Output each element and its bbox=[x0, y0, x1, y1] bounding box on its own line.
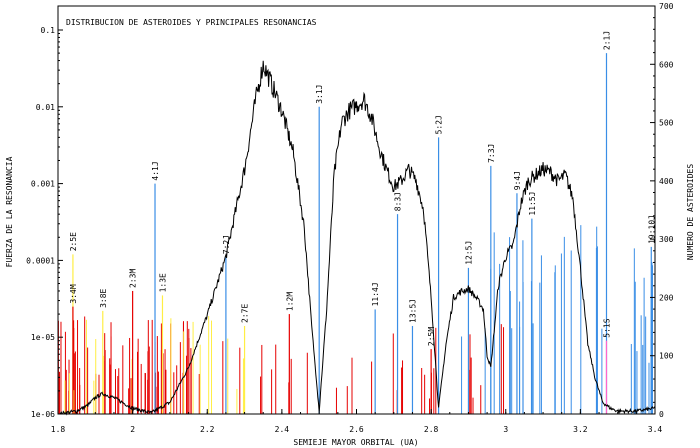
resonance-label: 2:5E bbox=[69, 232, 78, 251]
resonance-label: 7:3J bbox=[487, 144, 496, 163]
y-right-tick-label: 500 bbox=[659, 119, 674, 128]
y-left-tick-label: 1e-05 bbox=[31, 333, 55, 342]
resonance-label: 3:4M bbox=[69, 284, 78, 303]
resonance-label: 2:1J bbox=[603, 31, 612, 50]
distribution-line bbox=[58, 60, 656, 416]
y-left-tick-label: 1e-06 bbox=[31, 410, 55, 419]
resonance-label: 1:3E bbox=[159, 273, 168, 292]
y-right-tick-label: 300 bbox=[659, 235, 674, 244]
resonance-label: 2:7E bbox=[241, 304, 250, 323]
resonance-label: 3:1J bbox=[315, 85, 324, 104]
resonance-label: 3:8E bbox=[99, 288, 108, 307]
y-right-tick-label: 200 bbox=[659, 293, 674, 302]
resonance-label: 8:3J bbox=[394, 192, 403, 211]
y-left-tick-label: 0.001 bbox=[31, 180, 55, 189]
y-right-tick-label: 0 bbox=[659, 410, 664, 419]
resonance-label: 5:1S bbox=[603, 318, 612, 337]
x-tick-label: 2.2 bbox=[200, 425, 215, 434]
x-tick-label: 2.8 bbox=[424, 425, 439, 434]
y-left-tick-label: 0.01 bbox=[36, 103, 55, 112]
resonance-label: 2:3M bbox=[129, 269, 138, 288]
y-right-tick-label: 400 bbox=[659, 177, 674, 186]
resonance-bars bbox=[57, 53, 653, 414]
resonance-labels: 2:5E 3:4M 3:8E 2:3M 4:1J 1:3E 7:2J 2:7E 1:2M 3:1J… bbox=[69, 31, 656, 346]
y-left-tick-label: 0.1 bbox=[41, 26, 56, 35]
resonance-label: 7:2J bbox=[222, 235, 231, 254]
x-tick-label: 3.2 bbox=[573, 425, 588, 434]
axes: 1.8 2 2.2 2.4 2.6 2.8 3 3.2 3.4 1e-06 1e-05 0.0001 0… bbox=[26, 2, 674, 434]
x-tick-label: 2.6 bbox=[349, 425, 364, 434]
x-axis-label: SEMIEJE MAYOR ORBITAL (UA) bbox=[293, 438, 418, 447]
y-axis-label-left: FUERZA DE LA RESONANCIA bbox=[5, 156, 14, 267]
resonance-label: 11:5J bbox=[528, 192, 537, 216]
resonance-label: 2:5M bbox=[427, 327, 436, 346]
y-right-tick-label: 700 bbox=[659, 2, 674, 11]
resonance-label: 19:10J bbox=[647, 215, 656, 244]
resonance-label: 9:4J bbox=[513, 171, 522, 190]
y-right-tick-label: 600 bbox=[659, 60, 674, 69]
x-tick-label: 2.4 bbox=[275, 425, 290, 434]
y-axis-label-right: NUMERO DE ASTEROIDES bbox=[686, 164, 695, 261]
resonance-label: 4:1J bbox=[151, 161, 160, 180]
y-left-tick-label: 0.0001 bbox=[26, 256, 55, 265]
resonance-label: 13:5J bbox=[409, 299, 418, 323]
x-tick-label: 2 bbox=[130, 425, 135, 434]
y-right-tick-label: 100 bbox=[659, 352, 674, 361]
chart-title: DISTRIBUCION DE ASTEROIDES Y PRINCIPALES… bbox=[66, 18, 317, 27]
resonance-label: 5:2J bbox=[435, 115, 444, 134]
resonance-label: 12:5J bbox=[464, 241, 473, 265]
x-tick-label: 3 bbox=[503, 425, 508, 434]
x-tick-label: 1.8 bbox=[51, 425, 66, 434]
resonance-label: 1:2M bbox=[285, 292, 294, 311]
x-tick-label: 3.4 bbox=[648, 425, 663, 434]
resonance-label: 11:4J bbox=[371, 282, 380, 306]
asteroid-distribution bbox=[58, 60, 656, 416]
